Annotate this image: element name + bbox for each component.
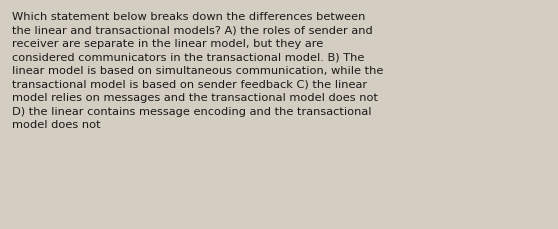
Text: Which statement below breaks down the differences between
the linear and transac: Which statement below breaks down the di… bbox=[12, 11, 384, 130]
